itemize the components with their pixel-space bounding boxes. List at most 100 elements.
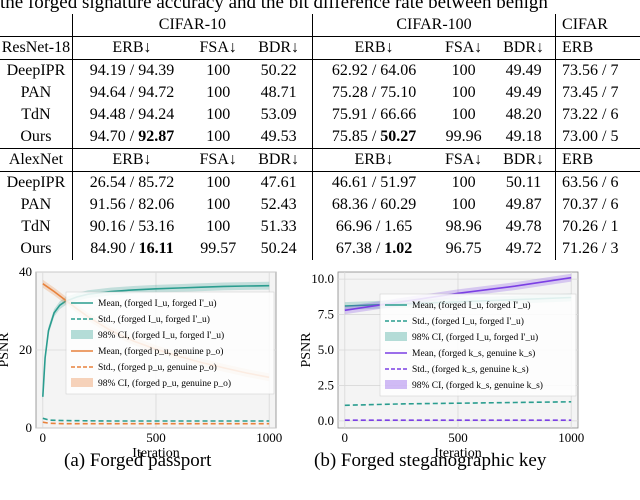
method-cell: Ours (0, 126, 73, 149)
erb-cell: 94.19 / 94.39 (89, 62, 175, 79)
y-tick-label: 10.0 (311, 271, 334, 286)
y-tick-label: 2.5 (318, 377, 334, 392)
dataset-header-cifar100: CIFAR-100 (312, 14, 557, 37)
fsa-cell: 100 (206, 62, 231, 79)
col-header: FSA↓ (199, 151, 237, 168)
fsa-cell: 100 (206, 84, 231, 101)
col-header: ERB↓ (112, 151, 152, 168)
x-axis-label: Iteration (434, 446, 481, 461)
col-header: BDR↓ (245, 36, 314, 60)
y-tick-label: 5.0 (318, 342, 334, 357)
col-header: ERB↓ (354, 151, 394, 168)
bdr-cell: 48.71 (245, 82, 314, 104)
legend (379, 293, 577, 397)
legend-swatch (385, 332, 407, 341)
legend-label: Mean, (forged p_u, genuine p_o) (98, 346, 223, 357)
col-header: FSA↓ (444, 151, 483, 168)
bdr-cell: 49.72 (492, 238, 557, 260)
model-header-resnet18: ResNet-18 (0, 36, 73, 60)
col-header: ERB (562, 151, 594, 168)
erb-cell: 75.91 / 66.66 (331, 106, 417, 123)
legend-swatch (71, 330, 93, 339)
dataset-header-cifar10: CIFAR-10 (72, 14, 314, 37)
bdr-cell: 49.53 (245, 126, 314, 149)
fsa-cell: 100 (451, 106, 476, 123)
erb-cell: 90.16 / 53.16 (89, 218, 175, 235)
method-cell: TdN (0, 104, 73, 126)
table-row: TdN 90.16 / 53.16 100 51.33 66.96 / 1.65… (0, 216, 640, 238)
legend-label: 98% CI, (forged k_s, genuine k_s) (412, 380, 543, 391)
table-row: Ours 94.70 / 92.87 100 49.53 75.85 / 50.… (0, 126, 640, 149)
top-caption: the forged signature accuracy and the bi… (0, 0, 548, 13)
erb-cell: 70.26 / 1 (562, 218, 619, 235)
legend-label: Mean, (forged k_s, genuine k_s) (412, 348, 535, 359)
fsa-cell: 99.96 (445, 128, 482, 145)
results-table: CIFAR-10 CIFAR-100 CIFAR ResNet-18 ERB↓ … (0, 14, 640, 260)
col-header: FSA↓ (199, 39, 237, 56)
method-cell: PAN (0, 194, 73, 216)
fsa-cell: 100 (451, 196, 476, 213)
model-header-alexnet: AlexNet (0, 148, 73, 172)
fsa-cell: 100 (206, 174, 231, 191)
bdr-cell: 52.43 (245, 194, 314, 216)
col-header: ERB (562, 39, 594, 56)
y-tick-label: 0.0 (318, 413, 334, 428)
bdr-cell: 50.24 (245, 238, 314, 260)
x-tick-label: 500 (448, 430, 468, 445)
col-header: BDR↓ (245, 148, 314, 172)
erb-cell: 26.54 / 85.72 (89, 174, 175, 191)
method-cell: Ours (0, 238, 73, 260)
y-axis-label: PSNR (299, 332, 314, 368)
table-row: Ours 84.90 / 16.11 99.57 50.24 67.38 / 1… (0, 238, 640, 260)
legend-label: Std., (forged k_s, genuine k_s) (412, 364, 529, 375)
legend-swatch (71, 378, 93, 387)
fsa-cell: 96.75 (445, 240, 482, 257)
x-tick-label: 0 (40, 430, 47, 445)
legend-label: 98% CI, (forged I_u, forged I'_u) (98, 330, 224, 341)
fsa-cell: 98.96 (445, 218, 482, 235)
erb-cell: 46.61 / 51.97 (331, 174, 417, 191)
erb-cell: 91.56 / 82.06 (89, 196, 175, 213)
bdr-cell: 49.49 (492, 82, 557, 104)
col-header: BDR↓ (492, 148, 557, 172)
erb-cell: 94.48 / 94.24 (89, 106, 175, 123)
legend (65, 291, 275, 395)
erb-cell: 62.92 / 64.06 (331, 62, 417, 79)
x-tick-label: 1000 (256, 430, 282, 445)
fsa-cell: 100 (451, 62, 476, 79)
y-tick-label: 20 (19, 342, 32, 357)
y-axis-label: PSNR (0, 332, 12, 368)
bdr-cell: 51.33 (245, 216, 314, 238)
erb-cell: 68.36 / 60.29 (331, 196, 417, 213)
erb-cell: 73.56 / 7 (562, 62, 619, 79)
table-row: PAN 91.56 / 82.06 100 52.43 68.36 / 60.2… (0, 194, 640, 216)
subcaption-right: (b) Forged steganographic key (314, 450, 547, 471)
col-header: BDR↓ (492, 36, 557, 60)
y-tick-label: 40 (19, 264, 32, 279)
bdr-cell: 50.11 (492, 171, 557, 194)
table-row: TdN 94.48 / 94.24 100 53.09 75.91 / 66.6… (0, 104, 640, 126)
chart-forged-passport: 0 20 40 0 500 1000 Iteration PSNR Mean, (forged … (0, 264, 282, 461)
fsa-cell: 100 (451, 84, 476, 101)
y-tick-label: 7.5 (318, 307, 334, 322)
x-tick-label: 1000 (558, 430, 584, 445)
erb-cell: 67.38 / 1.02 (335, 240, 413, 257)
erb-cell: 71.26 / 3 (562, 240, 619, 257)
col-header: ERB↓ (354, 39, 394, 56)
series-line (344, 401, 572, 407)
legend-swatch (385, 380, 407, 389)
method-cell: DeepIPR (0, 59, 73, 82)
x-axis-label: Iteration (132, 446, 179, 461)
erb-cell: 75.85 / 50.27 (331, 128, 417, 145)
table-row: PAN 94.64 / 94.72 100 48.71 75.28 / 75.1… (0, 82, 640, 104)
legend-label: Std., (forged I_u, forged I'_u) (412, 316, 524, 327)
table-row: DeepIPR 94.19 / 94.39 100 50.22 62.92 / … (0, 59, 640, 82)
method-cell: DeepIPR (0, 171, 73, 194)
erb-cell: 63.56 / 6 (562, 174, 619, 191)
fsa-cell: 100 (451, 174, 476, 191)
erb-cell: 84.90 / 16.11 (90, 240, 174, 257)
bdr-cell: 48.20 (492, 104, 557, 126)
col-header: FSA↓ (444, 39, 483, 56)
bdr-cell: 50.22 (245, 59, 314, 82)
erb-cell: 66.96 / 1.65 (335, 218, 413, 235)
